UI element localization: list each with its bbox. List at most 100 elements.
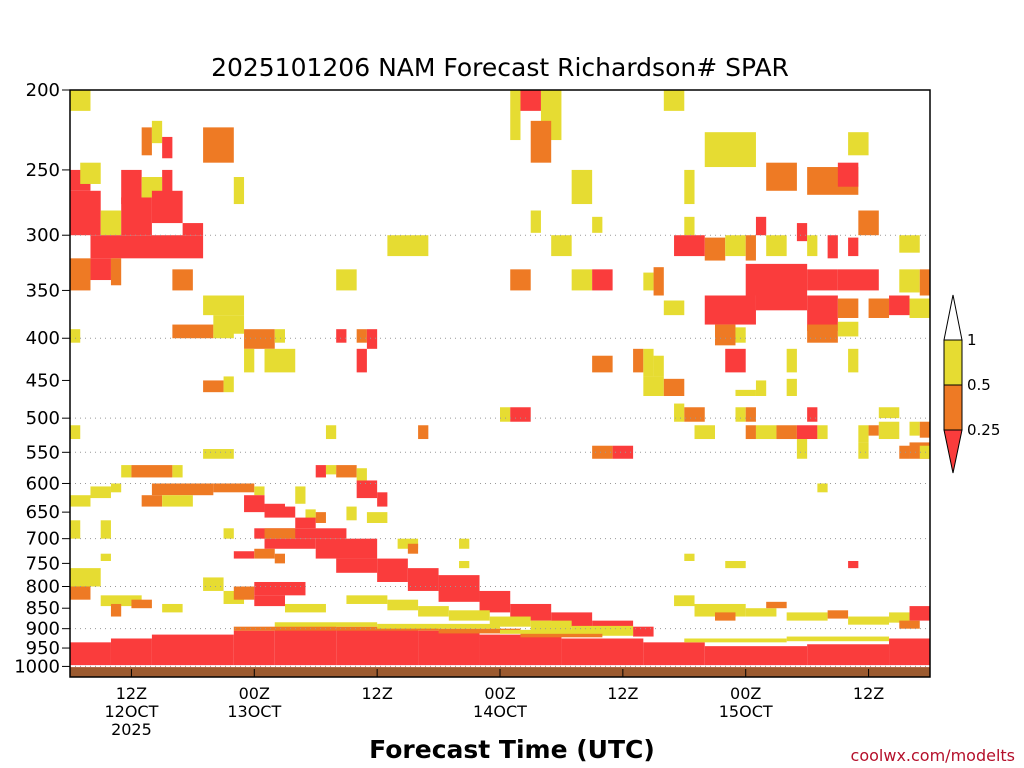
heatmap-cell <box>285 506 296 518</box>
legend-swatch-gt1 <box>943 294 963 341</box>
heatmap-cell <box>674 235 705 257</box>
heatmap-cell <box>110 603 122 617</box>
y-tick-label: 850 <box>26 598 60 619</box>
heatmap-cell <box>325 425 337 440</box>
heatmap-cell <box>592 269 613 291</box>
y-tick-label: 350 <box>26 280 60 301</box>
heatmap-cell <box>315 538 378 559</box>
heatmap-cell <box>254 595 285 607</box>
heatmap-cell <box>203 380 224 393</box>
heatmap-cell <box>817 483 828 493</box>
heatmap-cell <box>110 483 122 493</box>
y-tick-label: 250 <box>26 160 60 181</box>
heatmap-cell <box>80 162 101 184</box>
heatmap-cell <box>592 216 603 233</box>
legend-swatch-lt1 <box>943 339 963 386</box>
heatmap-cell <box>254 528 347 539</box>
heatmap-cell <box>817 425 828 440</box>
heatmap-cell <box>704 295 756 325</box>
heatmap-cell <box>786 348 797 373</box>
heatmap-cell <box>684 638 787 643</box>
x-tick-label: 12Z <box>361 684 392 703</box>
heatmap-cell <box>366 329 378 349</box>
heatmap-cell <box>233 551 255 559</box>
heatmap-cell <box>530 620 572 631</box>
heatmap-cell <box>510 90 521 141</box>
heatmap-cell <box>295 517 316 529</box>
heatmap-cell <box>377 623 500 629</box>
legend-label-1: 1 <box>967 331 977 349</box>
heatmap-cell <box>500 407 511 422</box>
heatmap-cell <box>151 483 214 496</box>
heatmap-cell <box>684 407 705 422</box>
heatmap-cell <box>264 348 296 373</box>
heatmap-cell <box>807 235 818 257</box>
heatmap-cell <box>418 606 449 617</box>
heatmap-cell <box>448 610 490 621</box>
heatmap-cell <box>766 162 797 191</box>
legend-swatch-lt05 <box>943 384 963 431</box>
heatmap-cell <box>704 132 756 168</box>
x-tick-label: 15OCT <box>719 702 773 721</box>
heatmap-cell <box>500 629 603 634</box>
heatmap-cell <box>459 560 470 569</box>
heatmap-cell <box>131 465 173 478</box>
heatmap-cell <box>827 610 849 619</box>
y-tick-label: 500 <box>26 408 60 429</box>
heatmap-cell <box>858 425 869 443</box>
heatmap-cell <box>336 558 378 573</box>
heatmap-cell <box>745 608 777 617</box>
heatmap-cell <box>254 486 265 496</box>
heatmap-cell <box>643 348 654 377</box>
heatmap-cell <box>848 348 859 373</box>
heatmap-cell <box>70 190 101 236</box>
heatmap-cell <box>684 216 695 236</box>
y-tick-label: 650 <box>26 502 60 523</box>
heatmap-cell <box>151 190 183 224</box>
heatmap-cell <box>735 407 746 422</box>
heatmap-cell <box>745 263 808 296</box>
heatmap-cell <box>90 235 204 259</box>
heatmap-cell <box>848 237 859 257</box>
heatmap-cell <box>141 495 163 507</box>
heatmap-cell <box>755 380 767 397</box>
heatmap-cell <box>121 169 142 205</box>
heatmap-cell <box>510 269 531 291</box>
heatmap-cell <box>919 445 930 459</box>
heatmap-cell <box>254 581 306 596</box>
heatmap-cell <box>653 267 664 296</box>
heatmap-cell <box>100 595 142 607</box>
heatmap-cell <box>285 603 326 613</box>
heatmap-cell <box>397 538 419 549</box>
heatmap-cell <box>407 568 439 591</box>
legend-swatch-lt025 <box>943 429 963 474</box>
heatmap-cell <box>377 492 388 507</box>
heatmap-cell <box>377 558 408 582</box>
heatmap-cell <box>162 603 183 613</box>
legend: 1 0.5 0.25 <box>943 294 1000 474</box>
heatmap-cell <box>643 272 654 291</box>
x-tick-label: 00Z <box>484 684 515 703</box>
heatmap-cell <box>162 136 173 159</box>
gridlines <box>70 234 930 667</box>
heatmap-cell <box>336 329 347 343</box>
heatmap-cell <box>182 223 204 236</box>
heatmap-cell <box>909 421 920 436</box>
x-tick-label: 00Z <box>239 684 270 703</box>
heatmap-cell <box>530 210 541 233</box>
y-tick-label: 400 <box>26 328 60 349</box>
heatmap-cell <box>254 548 275 559</box>
heatmap-cell <box>90 486 111 499</box>
heatmap-cell <box>295 486 306 504</box>
plot-background <box>70 90 930 677</box>
y-tick-label: 750 <box>26 553 60 574</box>
x-tick-label: 12Z <box>607 684 638 703</box>
y-tick-label: 950 <box>26 638 60 659</box>
y-tick-label: 300 <box>26 225 60 246</box>
heatmap-cell <box>571 269 593 291</box>
heatmap-cell <box>70 520 81 539</box>
heatmap-cell <box>848 560 859 569</box>
heatmap-cell <box>919 269 930 296</box>
heatmap-cell <box>776 425 797 440</box>
y-tick-label: 800 <box>26 576 60 597</box>
